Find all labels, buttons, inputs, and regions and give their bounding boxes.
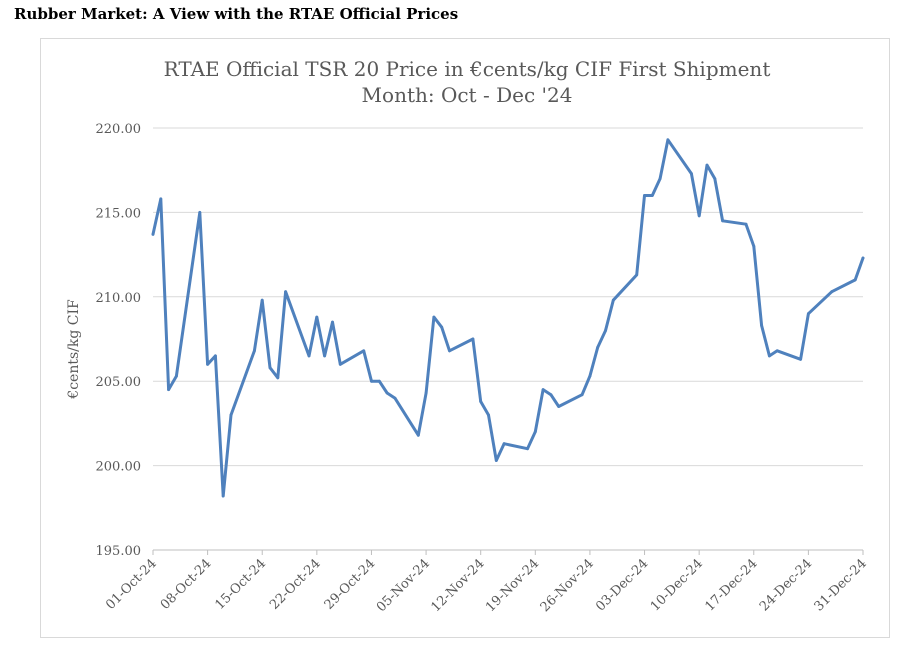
data-point (807, 312, 810, 316)
x-tick-label: 19-Nov-24 (483, 556, 542, 615)
chart-title-line2: Month: Oct - Dec '24 (362, 83, 573, 107)
data-point (830, 290, 834, 294)
data-point (549, 393, 553, 397)
y-tick-labels: 195.00 200.00 205.00 210.00 215.00 220.00 (96, 122, 142, 559)
x-tick-label: 08-Oct-24 (158, 556, 215, 613)
y-tick-label: 215.00 (96, 206, 142, 221)
data-point (206, 362, 210, 366)
data-point (666, 138, 670, 142)
data-point (331, 320, 334, 324)
data-point (705, 163, 709, 167)
data-point (175, 374, 178, 378)
x-tick-label: 26-Nov-24 (538, 556, 597, 615)
x-tick-label: 15-Oct-24 (212, 556, 269, 613)
data-point (533, 430, 537, 434)
data-point (557, 405, 561, 408)
data-point (479, 400, 483, 403)
x-tick-label: 22-Oct-24 (267, 556, 324, 613)
y-tick-label: 205.00 (96, 375, 142, 390)
y-tick-label: 210.00 (96, 291, 142, 306)
data-point (799, 357, 802, 361)
data-point (713, 177, 717, 181)
data-point (338, 362, 342, 366)
data-point (752, 244, 756, 248)
series-line (151, 138, 865, 498)
grid-layer (152, 127, 864, 555)
x-tick-label: 10-Dec-24 (648, 556, 706, 614)
data-point (588, 374, 592, 378)
data-point (268, 366, 272, 370)
data-point (416, 433, 420, 437)
data-point (393, 396, 397, 400)
data-point (768, 354, 771, 358)
data-point (502, 442, 506, 446)
data-point (253, 349, 256, 353)
data-point (448, 349, 451, 353)
data-point (214, 354, 217, 358)
data-point (861, 256, 865, 260)
data-point (276, 376, 280, 380)
data-point (526, 447, 529, 451)
data-point (362, 349, 366, 353)
x-tick-label: 31-Dec-24 (812, 556, 870, 614)
x-tick-label: 03-Dec-24 (593, 556, 651, 614)
data-point (307, 354, 311, 358)
x-tick-labels: 01-Oct-2408-Oct-2415-Oct-2422-Oct-2429-O… (103, 556, 870, 615)
data-point (221, 494, 225, 498)
data-point (760, 324, 763, 327)
data-point (370, 379, 373, 383)
data-point (494, 459, 498, 462)
x-tick-label: 29-Oct-24 (322, 556, 379, 613)
x-tick-label: 12-Nov-24 (429, 556, 488, 615)
data-point (643, 194, 646, 197)
series-layer (151, 138, 865, 498)
data-point (424, 391, 428, 395)
x-tick-label: 01-Oct-24 (103, 556, 160, 613)
data-point (853, 278, 857, 282)
data-point (744, 222, 748, 226)
data-point (611, 298, 615, 302)
page-heading: Rubber Market: A View with the RTAE Offi… (14, 5, 459, 23)
y-tick-label: 195.00 (96, 544, 142, 559)
data-point (697, 214, 701, 218)
data-point (260, 298, 264, 302)
data-point (323, 354, 326, 358)
line-chart: RTAE Official TSR 20 Price in €cents/kg … (66, 57, 870, 615)
data-point (432, 315, 436, 319)
data-point (440, 325, 444, 329)
x-tick-label: 05-Nov-24 (374, 556, 433, 615)
x-tick-label: 24-Dec-24 (757, 556, 815, 614)
data-point (167, 388, 170, 391)
data-point (775, 349, 779, 353)
data-point (541, 388, 545, 391)
x-tick-label: 17-Dec-24 (702, 556, 760, 614)
data-point (471, 337, 475, 341)
y-tick-label: 220.00 (96, 122, 142, 137)
data-point (721, 219, 724, 223)
data-point (229, 413, 233, 417)
y-axis-title: €cents/kg CIF (66, 299, 82, 400)
data-point (635, 273, 639, 277)
data-point (159, 197, 163, 201)
data-point (198, 211, 202, 214)
data-point (151, 232, 155, 236)
data-point (604, 329, 607, 332)
data-point (315, 315, 319, 319)
data-point (650, 194, 654, 197)
data-point (377, 379, 381, 383)
chart-frame: RTAE Official TSR 20 Price in €cents/kg … (40, 38, 890, 638)
data-point (284, 290, 287, 294)
data-point (580, 393, 584, 397)
data-point (385, 391, 389, 395)
y-tick-label: 200.00 (96, 460, 142, 475)
data-point (596, 346, 600, 349)
chart-title-line1: RTAE Official TSR 20 Price in €cents/kg … (164, 57, 771, 81)
data-point (690, 172, 693, 176)
data-point (487, 413, 490, 417)
data-point (658, 177, 662, 181)
